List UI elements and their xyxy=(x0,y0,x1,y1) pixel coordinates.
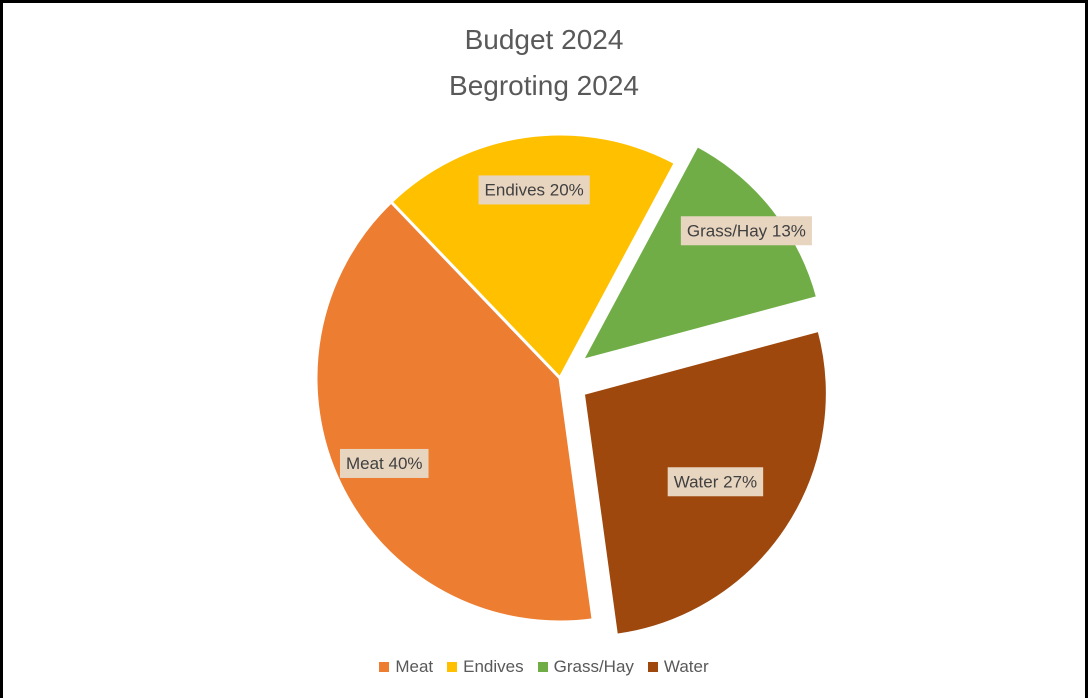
data-label-text-grass-hay: Grass/Hay 13% xyxy=(687,221,806,240)
data-label-water: Water 27% xyxy=(667,467,764,497)
chart-legend: Meat Endives Grass/Hay Water xyxy=(0,656,1088,678)
legend-label-grass-hay: Grass/Hay xyxy=(553,657,634,676)
chart-title: Budget 2024 xyxy=(464,24,624,55)
data-label-endives: Endives 20% xyxy=(478,175,590,205)
legend-swatch-grass-hay xyxy=(537,662,548,672)
data-label-box-water xyxy=(667,467,764,497)
legend-swatch-meat xyxy=(379,662,390,672)
pie-slices xyxy=(314,132,829,637)
pie-data-labels: Meat 40% Endives 20% Grass/Hay 13% Water 27… xyxy=(339,175,812,497)
pie-slice-meat xyxy=(314,200,595,624)
pie-slice-grass-hay xyxy=(580,144,820,363)
data-label-box-grass-hay xyxy=(680,216,812,246)
data-label-text-endives: Endives 20% xyxy=(485,180,584,199)
legend-item-water: Water xyxy=(647,656,709,678)
legend-label-meat: Meat xyxy=(395,657,434,676)
legend-swatch-water xyxy=(647,662,658,672)
data-label-meat: Meat 40% xyxy=(339,448,429,478)
data-label-text-meat: Meat 40% xyxy=(346,454,423,473)
legend-item-endives: Endives xyxy=(447,656,524,678)
data-label-box-meat xyxy=(339,448,429,478)
legend-item-meat: Meat xyxy=(379,656,433,678)
legend-label-water: Water xyxy=(663,657,709,676)
chart-subtitle: Begroting 2024 xyxy=(449,70,639,101)
legend-item-grass-hay: Grass/Hay xyxy=(537,656,634,678)
data-label-grass-hay: Grass/Hay 13% xyxy=(680,216,812,246)
data-label-text-water: Water 27% xyxy=(674,472,757,491)
legend-label-endives: Endives xyxy=(463,657,524,676)
data-label-box-endives xyxy=(478,175,590,205)
pie-slice-endives xyxy=(389,132,677,380)
legend-swatch-endives xyxy=(447,662,458,672)
